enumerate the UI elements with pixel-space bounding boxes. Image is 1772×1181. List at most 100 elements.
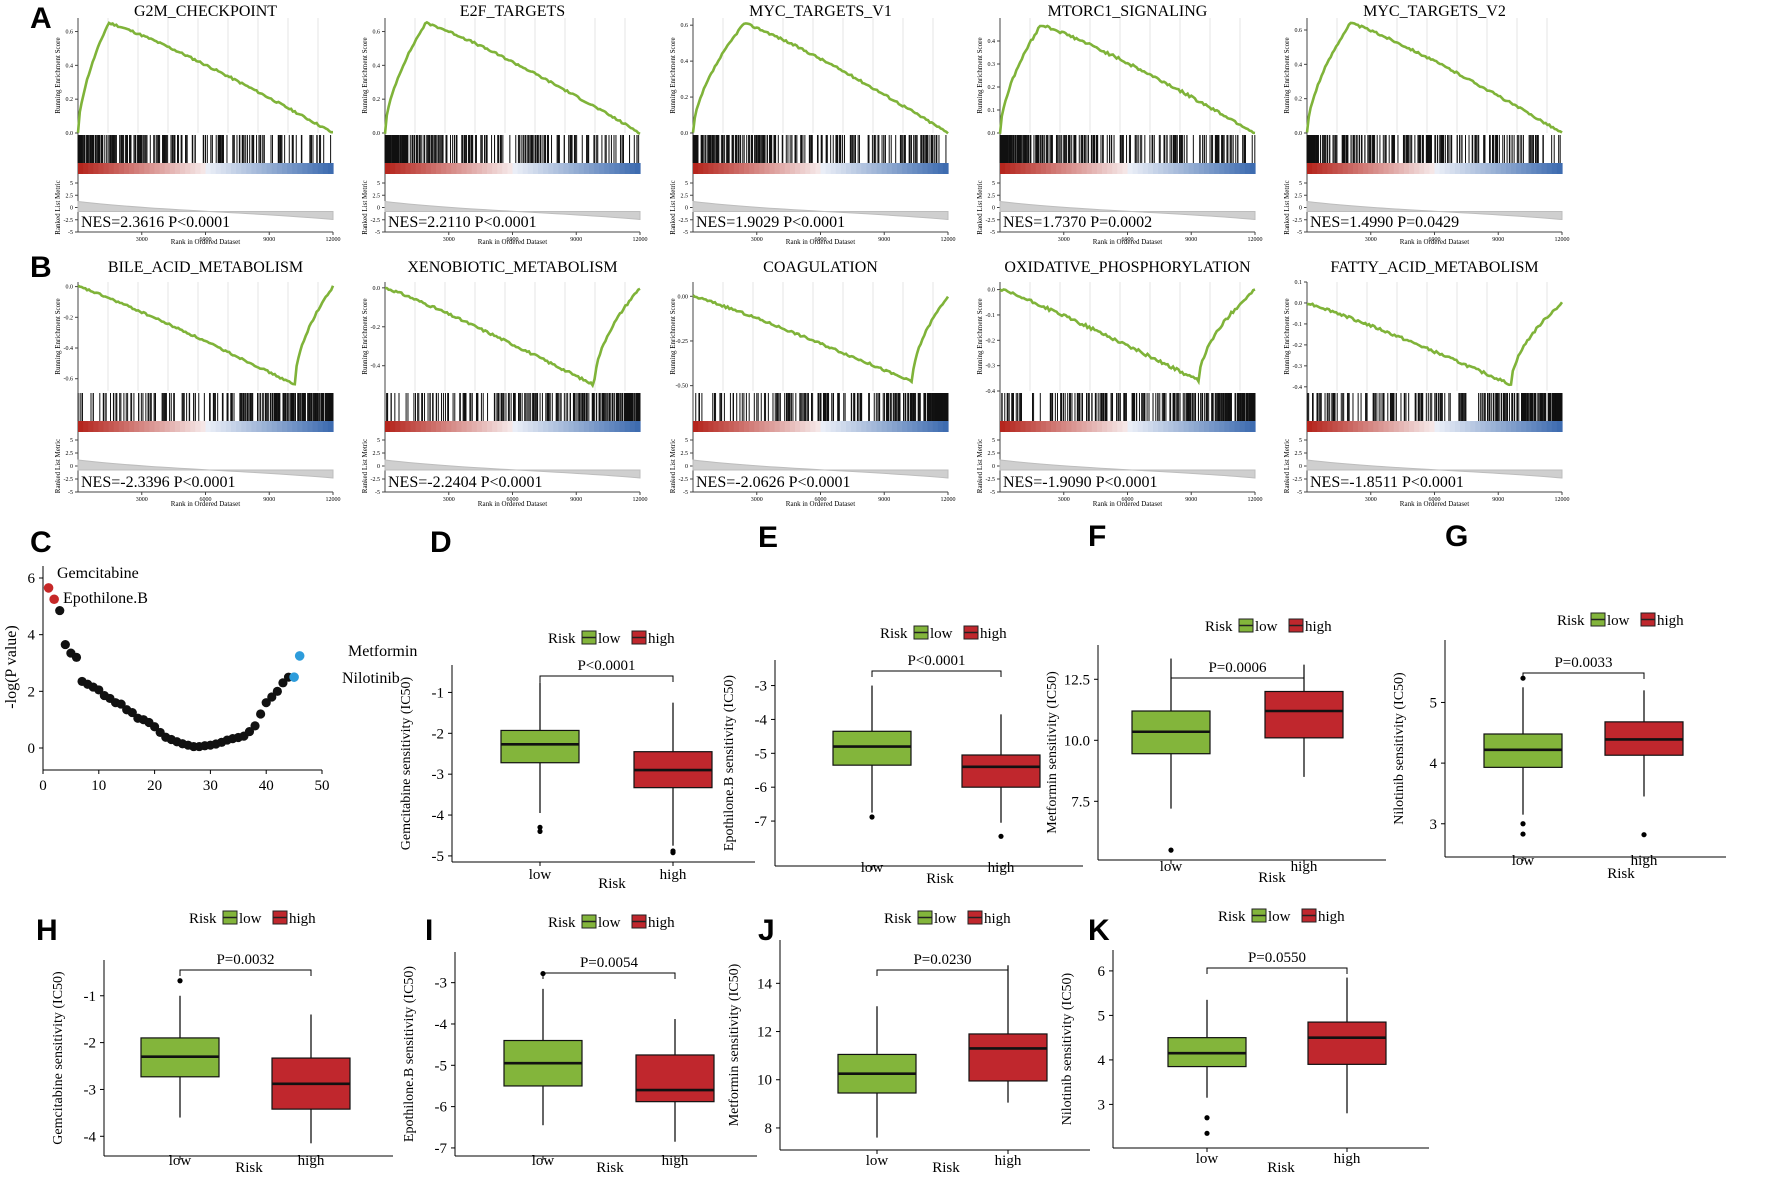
gsea-heat-cell xyxy=(1204,421,1210,432)
gsea-heat-cell xyxy=(1219,421,1225,432)
gsea-heat-cell xyxy=(1249,421,1256,432)
gsea-heat-cell xyxy=(1551,163,1558,174)
gsea-ytick-label: 0.2 xyxy=(373,97,381,103)
box-ytick-label: 7.5 xyxy=(1071,794,1090,810)
gsea-metric-label: Ranked List Metric xyxy=(1283,439,1291,493)
scatter-point xyxy=(71,652,82,662)
gsea-metric-tick-label: 0 xyxy=(1299,464,1302,470)
gsea-metric-area xyxy=(1306,459,1563,479)
gsea-heat-cell xyxy=(937,421,944,432)
box-xtick-label: high xyxy=(988,860,1015,876)
gsea-heat-cell xyxy=(1229,163,1236,174)
gsea-xlabel: Rank in Ordered Dataset xyxy=(1400,500,1469,508)
gsea-heat-cell xyxy=(1470,163,1476,174)
gsea-heat-cell xyxy=(492,421,498,432)
box-xtick-label: high xyxy=(298,1153,325,1169)
gsea-heat-cell xyxy=(1153,421,1159,432)
gsea-heat-cell xyxy=(149,163,156,174)
gsea-heat-cell xyxy=(856,421,862,432)
gsea-ytick-label: 0.0 xyxy=(988,131,996,137)
gsea-xlabel: Rank in Ordered Dataset xyxy=(786,238,855,246)
gsea-heat-cell xyxy=(1531,163,1538,174)
gsea-heat-cell xyxy=(1337,163,1344,174)
gsea-heat-cell xyxy=(609,163,616,174)
gsea-heat-cell xyxy=(764,421,771,432)
gsea-heat-cell xyxy=(779,421,786,432)
gsea-heat-cell xyxy=(876,163,883,174)
gsea-heat-cell xyxy=(851,421,857,432)
legend-label-low: low xyxy=(598,631,621,647)
gsea-metric-area xyxy=(692,200,949,221)
gsea-heat-cell xyxy=(205,421,212,432)
gsea-metric-tick-label: -2.5 xyxy=(64,218,74,224)
gsea-heat-cell xyxy=(430,163,437,174)
gsea-heat-cell xyxy=(400,421,406,432)
gsea-hits xyxy=(77,393,334,421)
gsea-hits xyxy=(1306,135,1561,163)
box-ytick-label: -2 xyxy=(432,726,445,742)
gsea-metric-tick-label: 5 xyxy=(377,181,380,187)
gsea-heat-cell xyxy=(1127,421,1134,432)
gsea-heat-cell xyxy=(180,163,186,174)
gsea-heat-cell xyxy=(703,421,709,432)
gsea-heat-cell xyxy=(1409,163,1415,174)
gsea-heat-cell xyxy=(1209,421,1215,432)
gsea-heat-cell xyxy=(159,163,166,174)
gsea-heat-cell xyxy=(1429,421,1436,432)
legend-label-high: high xyxy=(980,626,1007,642)
gsea-heat-cell xyxy=(1025,421,1032,432)
gsea-heat-cell xyxy=(1347,421,1354,432)
gsea-heat-cell xyxy=(88,421,94,432)
gsea-heat-cell xyxy=(322,163,329,174)
gsea-ylabel: Running Enrichment Score xyxy=(361,37,369,113)
gsea-heat-cell xyxy=(764,163,771,174)
gsea-heat-cell xyxy=(231,163,237,174)
gsea-metric-area xyxy=(1306,200,1563,221)
gsea-heat-cell xyxy=(1439,163,1446,174)
gsea-metric-area xyxy=(77,200,334,221)
gsea-metric-tick-label: -5 xyxy=(1297,490,1302,496)
gsea-heat-cell xyxy=(851,163,857,174)
gsea-heat-cell xyxy=(476,421,483,432)
gsea-xtick-label: 3000 xyxy=(751,237,763,243)
gsea-ytick-label: 0.6 xyxy=(1295,28,1303,34)
gsea-metric-area xyxy=(384,200,641,221)
gsea-heat-cell xyxy=(123,421,130,432)
gsea-heat-cell xyxy=(292,163,298,174)
gsea-ytick-label: 0.6 xyxy=(66,30,74,36)
scatter-highlight-point xyxy=(49,594,59,605)
gsea-heat-cell xyxy=(400,163,406,174)
gsea-heat-cell xyxy=(599,163,605,174)
gsea-ytick-label: 0.4 xyxy=(681,59,689,65)
gsea-xlabel: Rank in Ordered Dataset xyxy=(1093,500,1162,508)
gsea-heat-cell xyxy=(1005,163,1011,174)
box-xlabel: Risk xyxy=(596,1160,624,1176)
gsea-heat-cell xyxy=(297,421,303,432)
gsea-ytick-label: 0.4 xyxy=(373,63,381,69)
gsea-xtick-label: 9000 xyxy=(878,237,890,243)
gsea-heat-cell xyxy=(1000,421,1006,432)
gsea-heat-cell xyxy=(1076,421,1083,432)
p-value-label: P=0.0230 xyxy=(913,952,971,968)
gsea-heat-cell xyxy=(159,421,166,432)
box-ytick-label: 8 xyxy=(765,1121,773,1137)
box-outlier xyxy=(1520,831,1526,837)
gsea-heat-cell xyxy=(451,421,457,432)
legend-title: Risk xyxy=(548,631,576,647)
gsea-heat-cell xyxy=(1122,421,1129,432)
box-legend: Risk low high xyxy=(1557,612,1684,629)
gsea-heat-cell xyxy=(789,163,796,174)
gsea-heat-cell xyxy=(718,163,725,174)
gsea-heat-cell xyxy=(1163,163,1169,174)
gsea-heat-cell xyxy=(200,421,207,432)
gsea-heat-cell xyxy=(805,163,811,174)
gsea-nes-annotation: NES=1.7370 P=0.0002 xyxy=(1003,214,1152,231)
box-ytick-label: 12.5 xyxy=(1064,672,1090,688)
gsea-heat-cell xyxy=(1495,421,1502,432)
gsea-plot: MYC_TARGETS_V2 0.6 0.4 0.2 0.0 Running Enrich… xyxy=(1283,3,1570,246)
legend-title: Risk xyxy=(884,911,912,927)
box-ytick-label: -4 xyxy=(84,1129,97,1145)
gsea-heat-cell xyxy=(897,163,903,174)
gsea-heat-cell xyxy=(532,163,539,174)
gsea-heat-cell xyxy=(1551,421,1558,432)
